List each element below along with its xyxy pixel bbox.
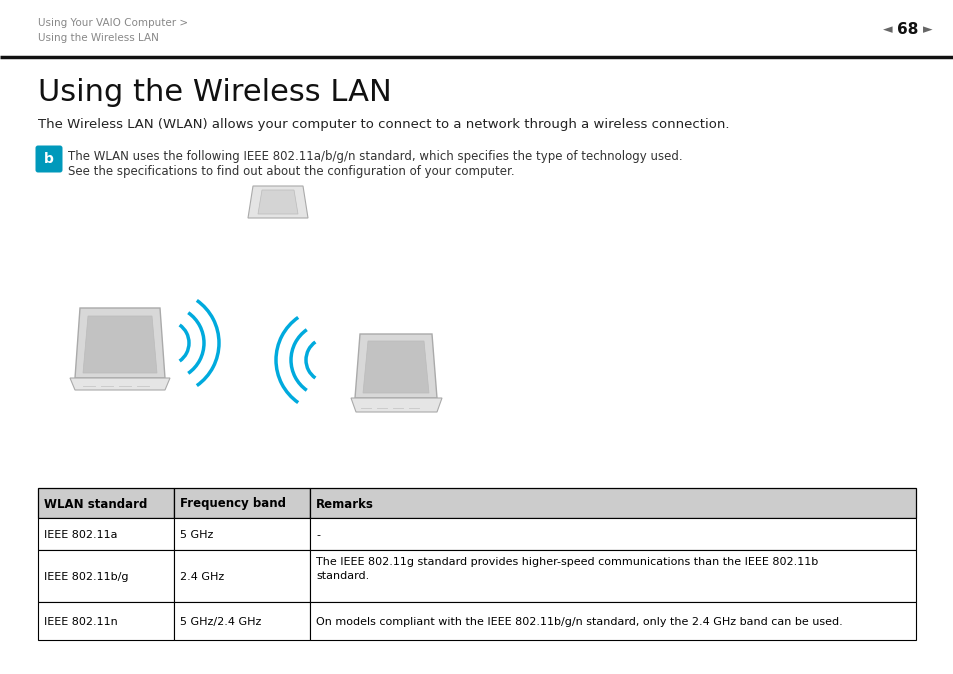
Polygon shape	[355, 334, 436, 398]
Polygon shape	[70, 378, 170, 390]
Text: See the specifications to find out about the configuration of your computer.: See the specifications to find out about…	[68, 165, 514, 178]
Text: Using the Wireless LAN: Using the Wireless LAN	[38, 33, 159, 43]
Text: 2.4 GHz: 2.4 GHz	[180, 572, 224, 582]
Text: IEEE 802.11b/g: IEEE 802.11b/g	[44, 572, 129, 582]
Text: 5 GHz: 5 GHz	[180, 530, 213, 540]
Text: Frequency band: Frequency band	[180, 497, 286, 510]
Text: 68: 68	[897, 22, 918, 38]
Bar	[38, 550, 173, 602]
Bar	[310, 550, 915, 602]
Text: 5 GHz/2.4 GHz: 5 GHz/2.4 GHz	[180, 617, 261, 627]
Text: IEEE 802.11n: IEEE 802.11n	[44, 617, 117, 627]
Text: IEEE 802.11a: IEEE 802.11a	[44, 530, 117, 540]
Bar	[310, 488, 915, 518]
Bar	[38, 518, 173, 550]
Polygon shape	[248, 186, 308, 218]
Text: ►: ►	[923, 24, 932, 36]
Bar	[173, 550, 310, 602]
Text: b: b	[44, 152, 54, 166]
Polygon shape	[351, 398, 441, 412]
Text: Remarks: Remarks	[315, 497, 374, 510]
Polygon shape	[83, 316, 157, 373]
Text: The WLAN uses the following IEEE 802.11a/b/g/n standard, which specifies the typ: The WLAN uses the following IEEE 802.11a…	[68, 150, 682, 163]
Text: Using Your VAIO Computer >: Using Your VAIO Computer >	[38, 18, 188, 28]
Text: Using the Wireless LAN: Using the Wireless LAN	[38, 78, 392, 107]
Bar	[310, 518, 915, 550]
Polygon shape	[257, 190, 297, 214]
Text: -: -	[315, 530, 319, 540]
Bar	[173, 602, 310, 640]
Text: ◄: ◄	[882, 24, 892, 36]
Text: The IEEE 802.11g standard provides higher-speed communications than the IEEE 802: The IEEE 802.11g standard provides highe…	[315, 557, 818, 581]
Text: On models compliant with the IEEE 802.11b/g/n standard, only the 2.4 GHz band ca: On models compliant with the IEEE 802.11…	[315, 617, 841, 627]
Bar	[310, 602, 915, 640]
Text: WLAN standard: WLAN standard	[44, 497, 147, 510]
Bar	[173, 488, 310, 518]
FancyBboxPatch shape	[35, 146, 63, 173]
Bar	[38, 488, 173, 518]
Text: The Wireless LAN (WLAN) allows your computer to connect to a network through a w: The Wireless LAN (WLAN) allows your comp…	[38, 118, 729, 131]
Bar	[173, 518, 310, 550]
Polygon shape	[75, 308, 165, 378]
Polygon shape	[363, 341, 429, 393]
Bar	[38, 602, 173, 640]
